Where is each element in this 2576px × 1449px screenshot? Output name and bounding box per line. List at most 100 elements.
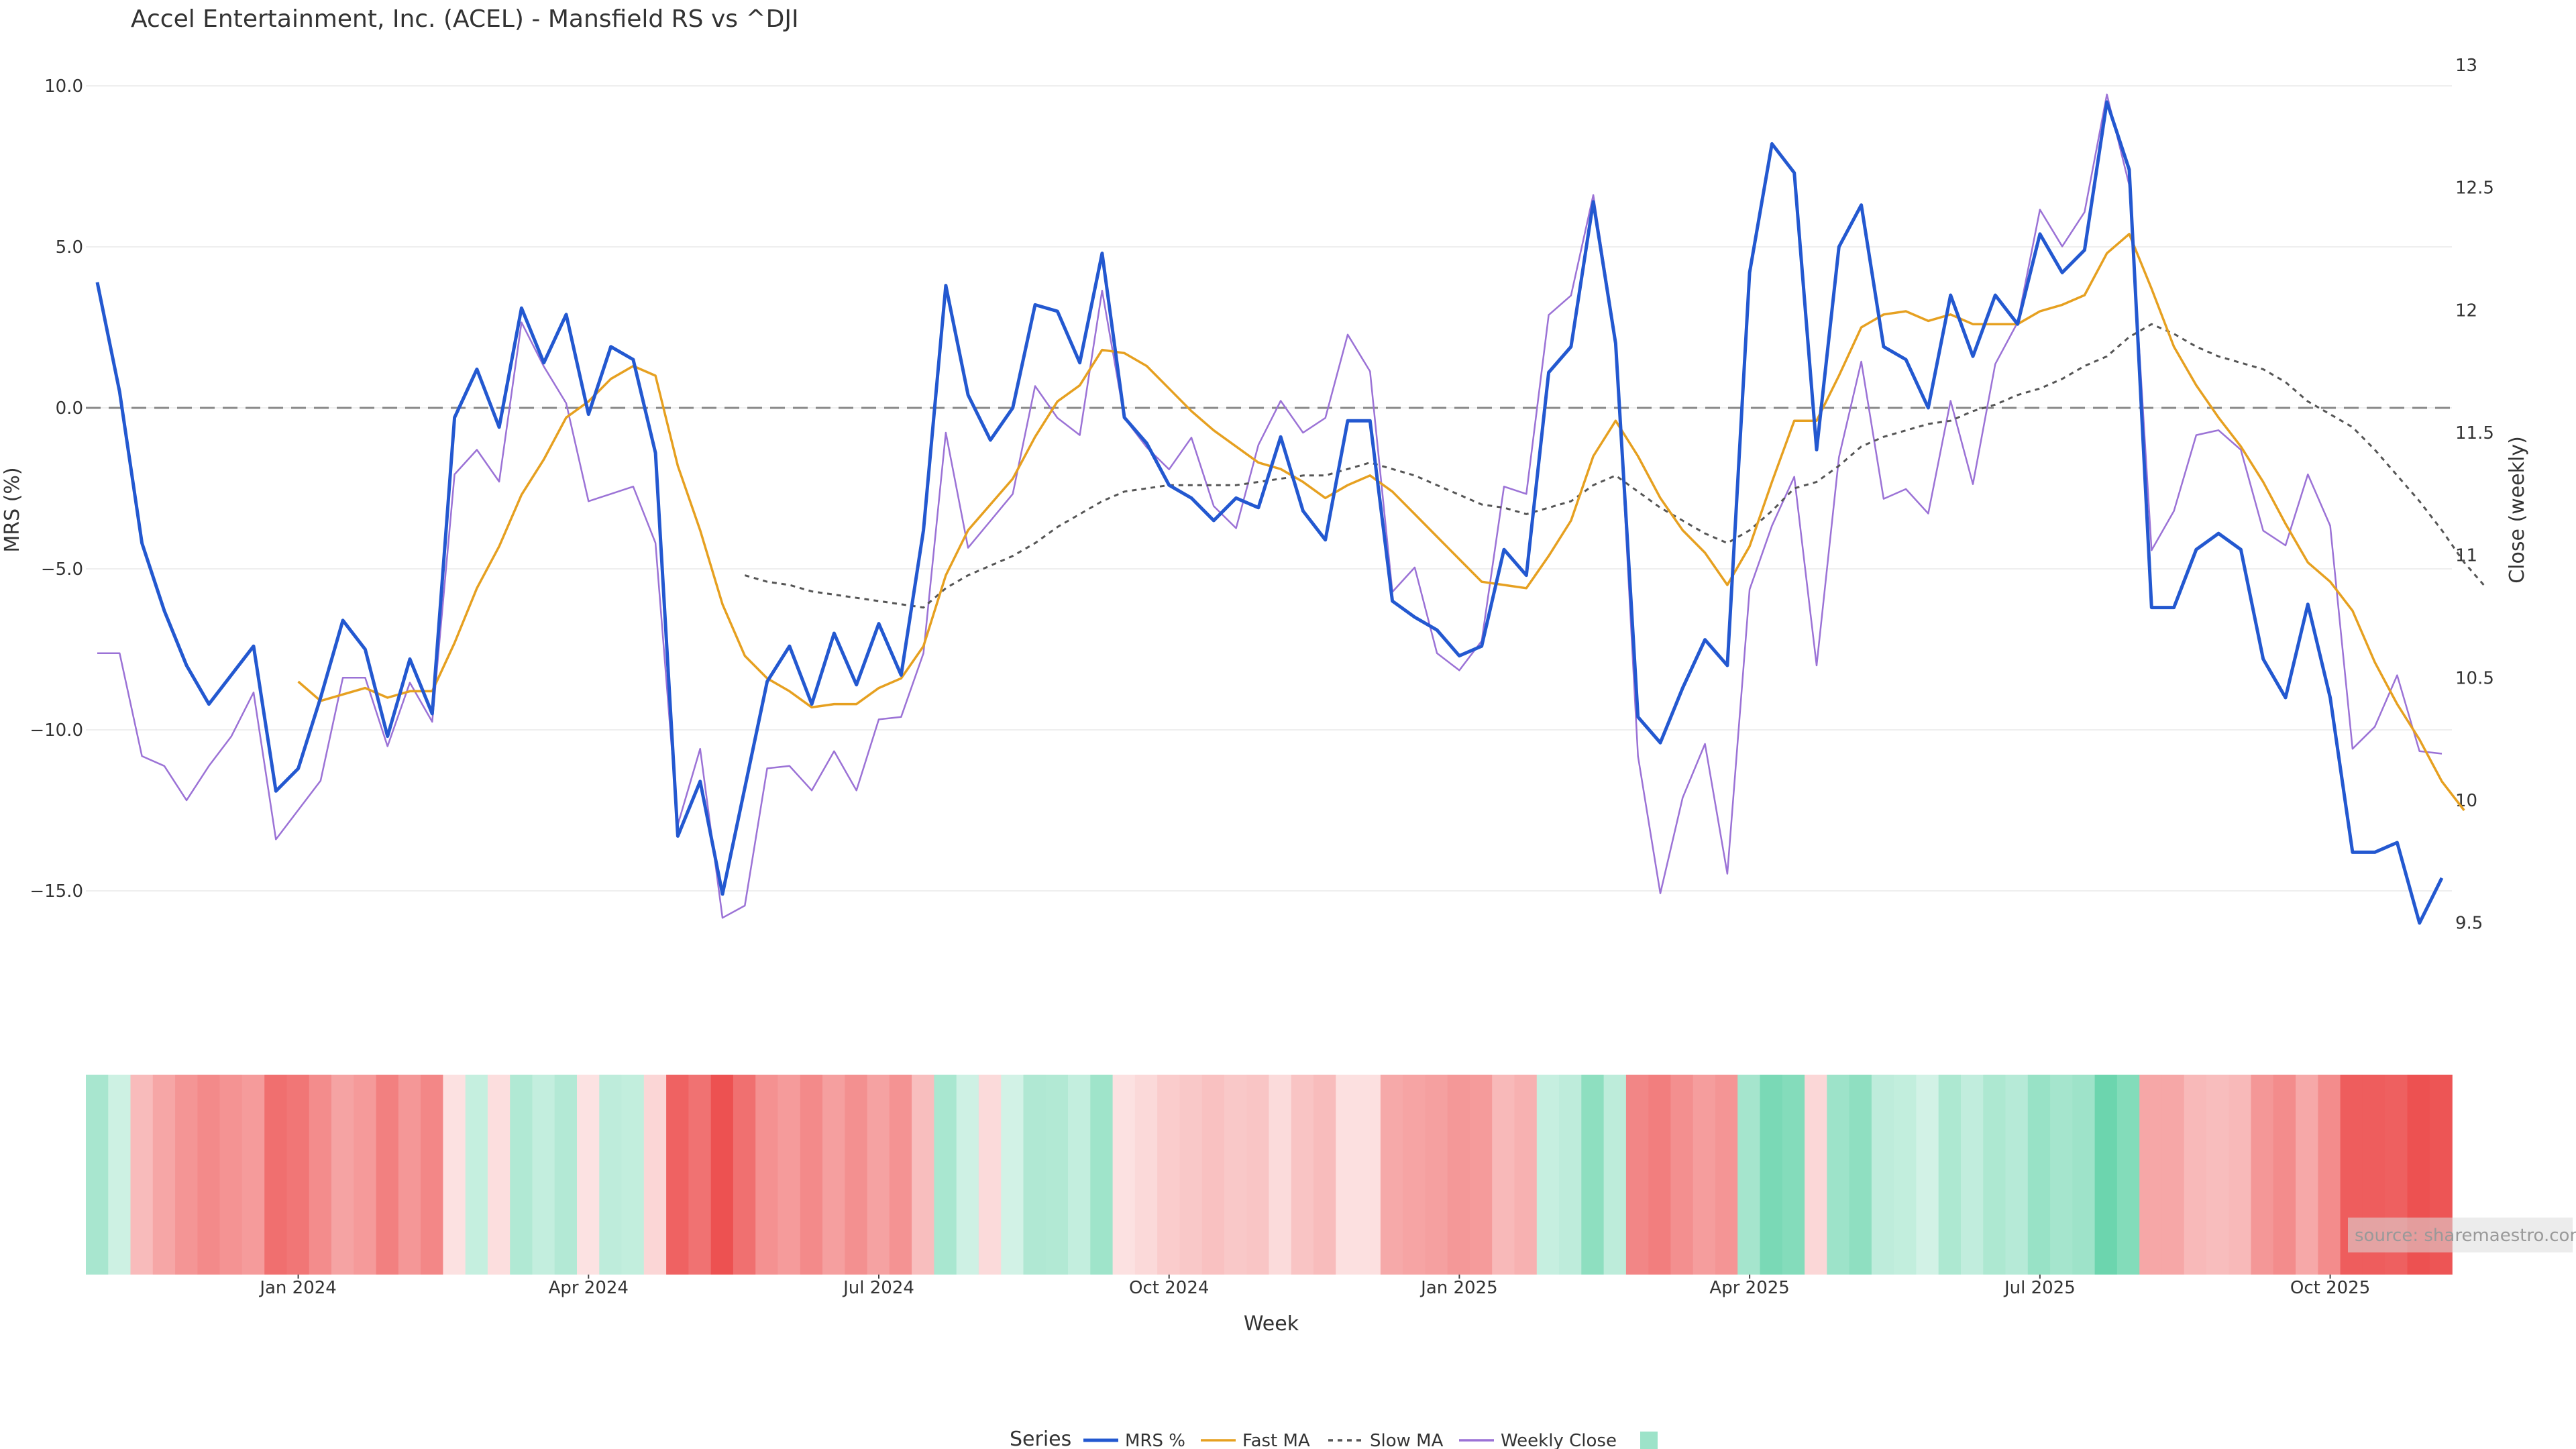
- heat-cell: [331, 1075, 355, 1275]
- heat-cell: [688, 1075, 712, 1275]
- heat-cell: [465, 1075, 488, 1275]
- legend-title: Series: [1010, 1428, 1071, 1449]
- left-axis-title: MRS (%): [1, 467, 24, 552]
- series-line-mrs: [95, 100, 2444, 925]
- x-tick-label: Jul 2024: [842, 1278, 914, 1298]
- heat-cell: [1313, 1075, 1337, 1275]
- heat-cell: [1246, 1075, 1270, 1275]
- heat-cell: [264, 1075, 288, 1275]
- left-tick-label: −10.0: [30, 720, 83, 741]
- heat-cell: [599, 1075, 623, 1275]
- series-line-slow-ma: [744, 323, 2487, 609]
- heat-cell: [1648, 1075, 1672, 1275]
- x-tick-label: Oct 2024: [1129, 1278, 1209, 1298]
- heat-cell: [309, 1075, 332, 1275]
- heat-cell: [86, 1075, 109, 1275]
- heat-cell: [1023, 1075, 1046, 1275]
- heat-cell: [1447, 1075, 1470, 1275]
- mrs-heat-strip: [86, 1075, 2453, 1275]
- heat-cell: [2318, 1075, 2341, 1275]
- heat-cell: [1871, 1075, 1894, 1275]
- heat-cell: [1760, 1075, 1783, 1275]
- heat-cell: [1001, 1075, 1024, 1275]
- heat-cell: [2273, 1075, 2296, 1275]
- heat-cell: [867, 1075, 890, 1275]
- right-tick-label: 13: [2455, 56, 2477, 76]
- heat-cell: [108, 1075, 131, 1275]
- heat-cell: [1827, 1075, 1850, 1275]
- heat-cell: [978, 1075, 1002, 1275]
- series-layer: [95, 93, 2487, 925]
- right-tick-label: 11.5: [2455, 423, 2494, 443]
- chart-title: Accel Entertainment, Inc. (ACEL) - Mansf…: [131, 5, 799, 33]
- left-tick-label: 5.0: [56, 237, 83, 258]
- heat-cell: [554, 1075, 578, 1275]
- heat-cell: [2116, 1075, 2140, 1275]
- heat-cell: [286, 1075, 310, 1275]
- heat-cell: [1179, 1075, 1203, 1275]
- series-line-fast-ma: [297, 233, 2465, 812]
- heat-cell: [2139, 1075, 2163, 1275]
- heat-cell: [2184, 1075, 2207, 1275]
- heat-cell: [1938, 1075, 1962, 1275]
- left-tick-label: 10.0: [44, 76, 83, 97]
- heat-cell: [1782, 1075, 1805, 1275]
- heat-cell: [1090, 1075, 1114, 1275]
- heat-cell: [2072, 1075, 2096, 1275]
- legend-item-label[interactable]: Fast MA: [1242, 1431, 1310, 1449]
- legend-item-label[interactable]: MRS %: [1125, 1431, 1185, 1449]
- heat-cell: [621, 1075, 645, 1275]
- heat-cell: [398, 1075, 421, 1275]
- heat-cell: [1358, 1075, 1381, 1275]
- right-tick-label: 10: [2455, 791, 2477, 811]
- heat-cell: [376, 1075, 399, 1275]
- heat-cell: [777, 1075, 801, 1275]
- heat-cell: [175, 1075, 199, 1275]
- legend-band-swatch[interactable]: [1640, 1432, 1658, 1449]
- heat-cell: [1625, 1075, 1649, 1275]
- heat-cell: [934, 1075, 957, 1275]
- heat-cell: [1112, 1075, 1136, 1275]
- x-axis-ticks: Jan 2024 Apr 2024 Jul 2024 Oct 2024 Jan 2025…: [258, 1275, 2370, 1298]
- x-axis-title: Week: [1244, 1312, 1299, 1336]
- heat-cell: [2094, 1075, 2118, 1275]
- heat-cell: [755, 1075, 779, 1275]
- heat-cell: [2251, 1075, 2274, 1275]
- heat-cell: [1514, 1075, 1538, 1275]
- heat-cell: [666, 1075, 690, 1275]
- heat-cell: [1581, 1075, 1605, 1275]
- heat-cell: [532, 1075, 555, 1275]
- legend[interactable]: Series MRS % Fast MA Slow MA Weekly Close: [1010, 1428, 1658, 1449]
- heat-cell: [1805, 1075, 1828, 1275]
- heat-cell: [2050, 1075, 2074, 1275]
- right-tick-label: 12: [2455, 301, 2477, 321]
- x-tick-label: Jul 2025: [2003, 1278, 2076, 1298]
- heat-cell: [487, 1075, 511, 1275]
- legend-item-label[interactable]: Slow MA: [1370, 1431, 1444, 1449]
- heat-cell: [197, 1075, 221, 1275]
- heat-cell: [1603, 1075, 1627, 1275]
- heat-cell: [1894, 1075, 1917, 1275]
- heat-cell: [1157, 1075, 1181, 1275]
- heat-cell: [1916, 1075, 1939, 1275]
- heat-cell: [1134, 1075, 1158, 1275]
- heat-cell: [1536, 1075, 1560, 1275]
- right-axis-title: Close (weekly): [2506, 436, 2529, 584]
- heat-cell: [2229, 1075, 2252, 1275]
- heat-cell: [2296, 1075, 2319, 1275]
- heat-cell: [1470, 1075, 1493, 1275]
- heat-cell: [510, 1075, 533, 1275]
- x-tick-label: Oct 2025: [2290, 1278, 2370, 1298]
- heat-cell: [1737, 1075, 1761, 1275]
- heat-cell: [1336, 1075, 1359, 1275]
- left-tick-label: 0.0: [56, 398, 83, 419]
- heat-cell: [733, 1075, 756, 1275]
- left-tick-label: −5.0: [41, 559, 83, 580]
- heat-cell: [1403, 1075, 1426, 1275]
- heat-cell: [1693, 1075, 1716, 1275]
- heat-cell: [443, 1075, 466, 1275]
- legend-item-label[interactable]: Weekly Close: [1501, 1431, 1617, 1449]
- heat-cell: [1291, 1075, 1314, 1275]
